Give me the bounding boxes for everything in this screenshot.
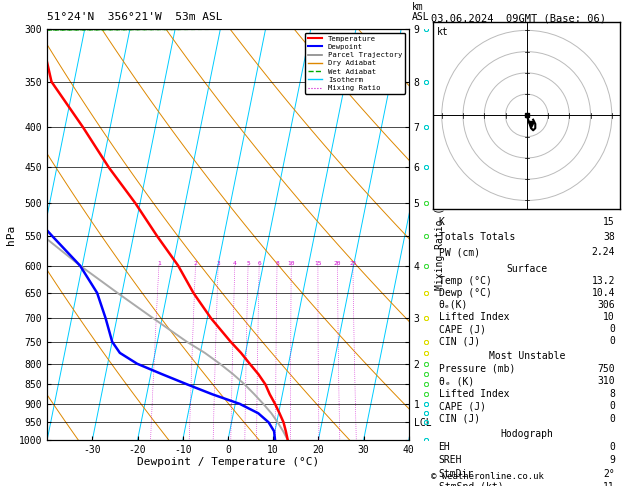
Text: 38: 38 <box>603 232 615 242</box>
Text: Lifted Index: Lifted Index <box>438 312 509 322</box>
Text: 3: 3 <box>216 260 220 265</box>
Text: 750: 750 <box>598 364 615 374</box>
Text: 0: 0 <box>609 336 615 347</box>
Text: 8: 8 <box>275 260 279 265</box>
Text: 6: 6 <box>257 260 261 265</box>
Text: 10.4: 10.4 <box>591 288 615 298</box>
Text: Most Unstable: Most Unstable <box>489 351 565 361</box>
Text: 2: 2 <box>194 260 198 265</box>
Text: 0: 0 <box>609 324 615 334</box>
Text: 10: 10 <box>287 260 295 265</box>
Text: 03.06.2024  09GMT (Base: 06): 03.06.2024 09GMT (Base: 06) <box>431 14 606 24</box>
Text: CAPE (J): CAPE (J) <box>438 324 486 334</box>
Text: 2°: 2° <box>603 469 615 479</box>
Text: CAPE (J): CAPE (J) <box>438 401 486 412</box>
Text: 15: 15 <box>314 260 321 265</box>
Text: Mixing Ratio (g/kg): Mixing Ratio (g/kg) <box>435 179 445 290</box>
Text: K: K <box>438 217 445 226</box>
Text: StmDir: StmDir <box>438 469 474 479</box>
Text: Dewp (°C): Dewp (°C) <box>438 288 491 298</box>
Text: 25: 25 <box>349 260 357 265</box>
Text: © weatheronline.co.uk: © weatheronline.co.uk <box>431 472 543 481</box>
Text: 9: 9 <box>609 455 615 466</box>
Text: 11: 11 <box>603 482 615 486</box>
Text: 10: 10 <box>603 312 615 322</box>
Y-axis label: hPa: hPa <box>6 225 16 244</box>
Text: 8: 8 <box>609 389 615 399</box>
Text: Temp (°C): Temp (°C) <box>438 276 491 286</box>
Text: CIN (J): CIN (J) <box>438 414 480 424</box>
Legend: Temperature, Dewpoint, Parcel Trajectory, Dry Adiabat, Wet Adiabat, Isotherm, Mi: Temperature, Dewpoint, Parcel Trajectory… <box>305 33 405 94</box>
Text: 0: 0 <box>609 442 615 452</box>
Text: 0: 0 <box>609 414 615 424</box>
Text: 1: 1 <box>157 260 161 265</box>
Text: 51°24'N  356°21'W  53m ASL: 51°24'N 356°21'W 53m ASL <box>47 12 223 22</box>
Text: Pressure (mb): Pressure (mb) <box>438 364 515 374</box>
Text: 15: 15 <box>603 217 615 226</box>
Text: SREH: SREH <box>438 455 462 466</box>
Text: θₑ(K): θₑ(K) <box>438 300 468 310</box>
Text: 306: 306 <box>598 300 615 310</box>
Text: 310: 310 <box>598 376 615 386</box>
Text: Totals Totals: Totals Totals <box>438 232 515 242</box>
Text: Surface: Surface <box>506 263 547 274</box>
Text: 0: 0 <box>609 401 615 412</box>
Text: θₑ (K): θₑ (K) <box>438 376 474 386</box>
Text: Hodograph: Hodograph <box>500 429 554 439</box>
Text: kt: kt <box>437 28 448 37</box>
X-axis label: Dewpoint / Temperature (°C): Dewpoint / Temperature (°C) <box>137 457 319 468</box>
Text: 2.24: 2.24 <box>591 247 615 257</box>
Text: EH: EH <box>438 442 450 452</box>
Text: 20: 20 <box>334 260 341 265</box>
Text: CIN (J): CIN (J) <box>438 336 480 347</box>
Text: km
ASL: km ASL <box>412 2 430 22</box>
Text: PW (cm): PW (cm) <box>438 247 480 257</box>
Text: Lifted Index: Lifted Index <box>438 389 509 399</box>
Text: 13.2: 13.2 <box>591 276 615 286</box>
Text: StmSpd (kt): StmSpd (kt) <box>438 482 503 486</box>
Text: 4: 4 <box>233 260 237 265</box>
Text: 5: 5 <box>246 260 250 265</box>
